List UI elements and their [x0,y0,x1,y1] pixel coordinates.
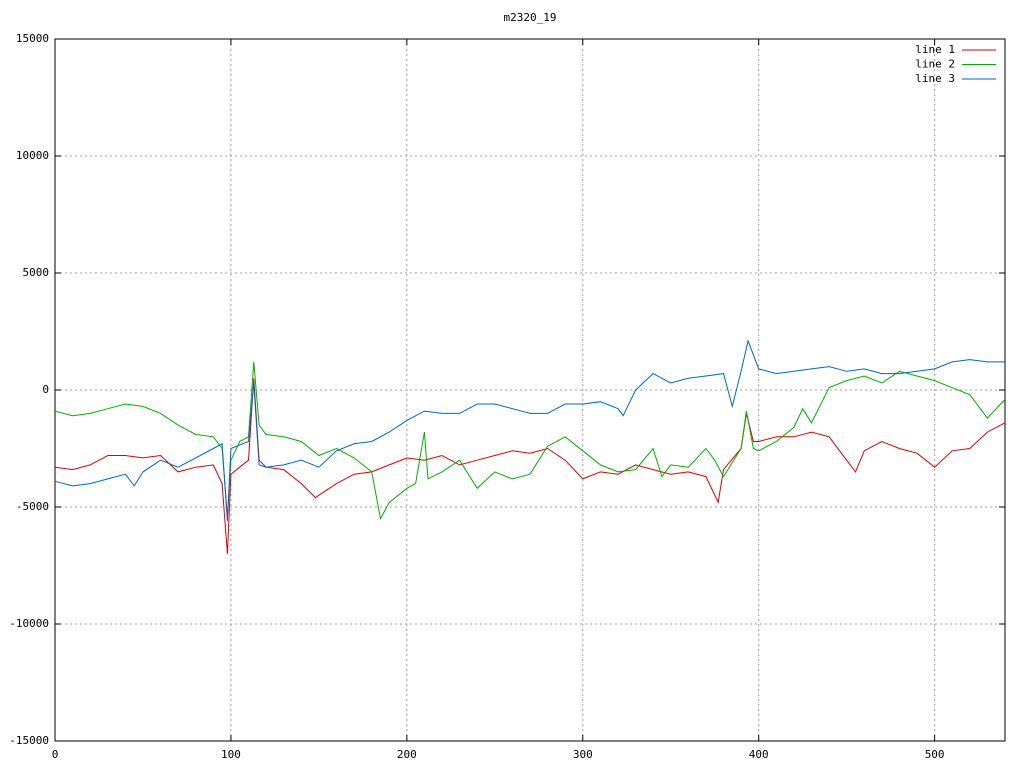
y-tick-label: 0 [42,383,49,396]
y-tick-label: -10000 [9,617,49,630]
x-tick-label: 400 [749,748,769,761]
legend-label: line 3 [915,72,955,85]
data-line [54,339,1005,522]
data-line [54,378,1006,554]
x-tick-label: 200 [397,748,417,761]
legend-label: line 2 [915,58,955,71]
x-tick-label: 100 [221,748,241,761]
chart-title: m2320_19 [504,11,557,24]
legend-label: line 1 [915,43,955,56]
data-line [54,361,1006,521]
y-tick-label: -5000 [16,500,49,513]
x-tick-label: 500 [925,748,945,761]
y-tick-label: 10000 [16,149,49,162]
x-tick-label: 0 [52,748,59,761]
y-tick-label: -15000 [9,734,49,747]
y-tick-label: 5000 [23,266,50,279]
y-tick-label: 15000 [16,32,49,45]
x-tick-label: 300 [573,748,593,761]
